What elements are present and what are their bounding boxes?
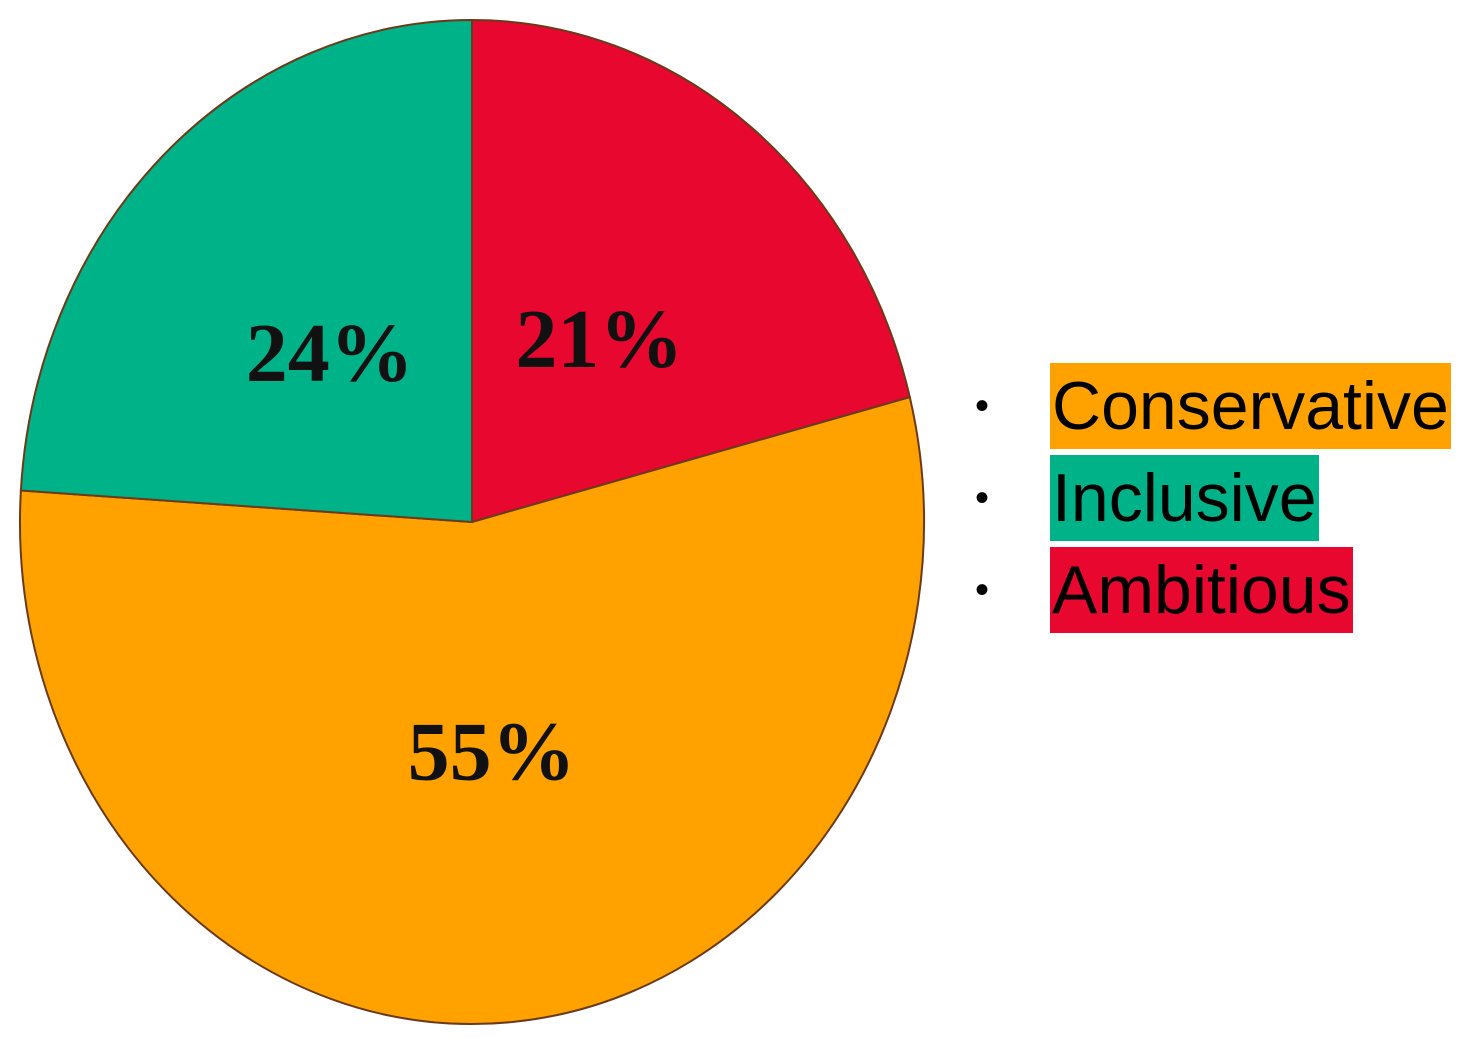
legend-item-inclusive: • Inclusive [975,452,1451,544]
pie-slices [19,18,925,1025]
legend-bullet: • [975,384,990,428]
legend-item-conservative: • Conservative [975,360,1451,452]
legend-item-ambitious: • Ambitious [975,544,1451,636]
legend-bullet: • [975,476,990,520]
pie-slice-inclusive [19,18,473,524]
pie-slice-ambitious [471,18,911,524]
legend-label-ambitious: Ambitious [1050,547,1353,633]
pie-label-conservative: 55% [408,705,576,798]
legend-bullet: • [975,568,990,612]
pie-label-ambitious: 21% [515,293,683,386]
pie-slice-conservative [19,395,925,1025]
legend: • Conservative • Inclusive • Ambitious [975,360,1451,636]
pie-label-inclusive: 24% [246,307,414,400]
pie-labels: 21% 55% 24% [246,293,684,798]
legend-label-conservative: Conservative [1050,363,1451,449]
legend-label-inclusive: Inclusive [1050,455,1319,541]
